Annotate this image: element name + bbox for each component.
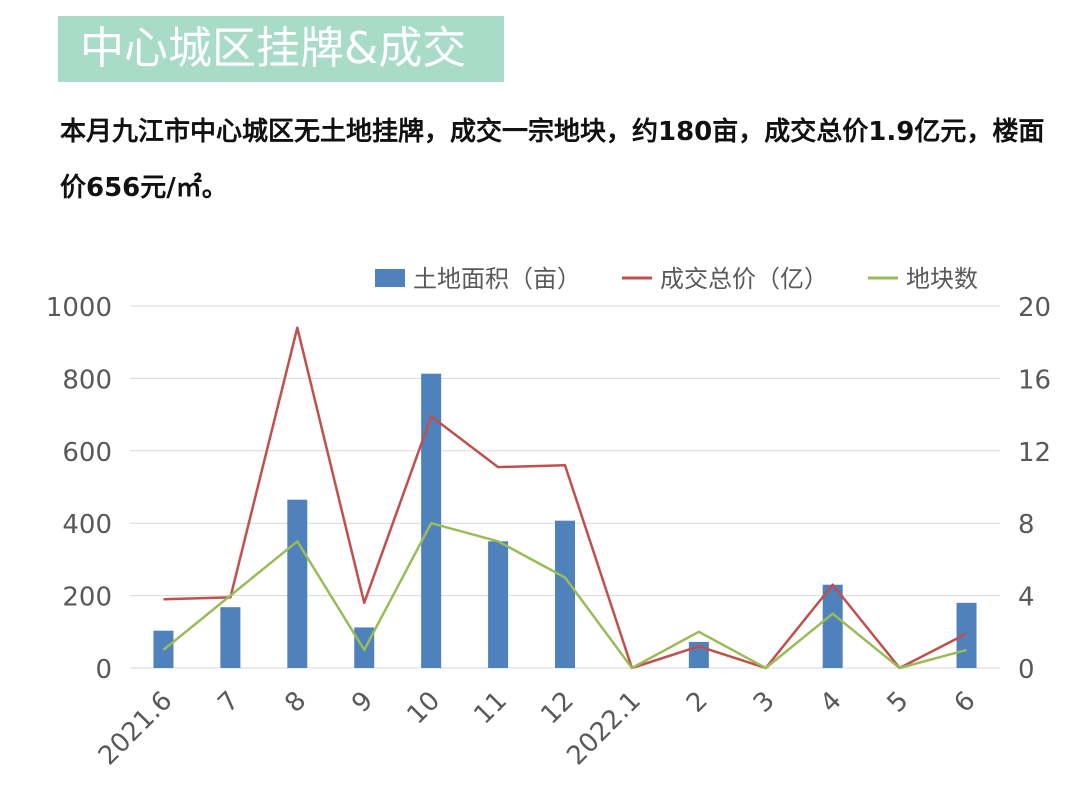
y-right-tick-label: 16 xyxy=(1018,365,1051,395)
y-left-tick-label: 600 xyxy=(62,438,112,468)
y-axis-left: 0 200 400 600 800 1000 xyxy=(46,293,112,685)
legend-label: 土地面积（亩） xyxy=(413,265,581,293)
x-tick-label: 3 xyxy=(748,686,781,719)
bar-land-area xyxy=(555,520,575,668)
legend-label: 成交总价（亿） xyxy=(660,265,828,293)
y-right-tick-label: 12 xyxy=(1018,438,1051,468)
bar-land-area xyxy=(822,584,843,668)
legend-label: 地块数 xyxy=(906,265,978,293)
title-banner: 中心城区挂牌&成交 xyxy=(58,16,504,82)
y-left-tick-label: 0 xyxy=(95,655,112,685)
x-tick-label: 6 xyxy=(949,686,982,719)
x-tick-label: 2 xyxy=(681,686,714,719)
y-right-tick-label: 8 xyxy=(1018,510,1035,540)
bar-land-area xyxy=(287,499,308,668)
line-series xyxy=(162,326,968,670)
x-tick-label: 2022.1 xyxy=(561,686,647,772)
bar-series xyxy=(153,373,977,668)
bar-land-area xyxy=(956,602,977,668)
x-tick-label: 11 xyxy=(468,686,513,731)
page-title: 中心城区挂牌&成交 xyxy=(80,23,467,74)
summary-text: 本月九江市中心城区无土地挂牌，成交一宗地块，约180亩，成交总价1.9亿元，楼面… xyxy=(60,117,1045,203)
line-parcel-count xyxy=(162,521,967,670)
x-tick-label: 9 xyxy=(346,686,379,719)
bar-land-area xyxy=(421,373,442,668)
x-tick-label: 5 xyxy=(882,686,915,719)
bar-land-area xyxy=(220,607,241,668)
x-tick-label: 8 xyxy=(279,686,312,719)
y-right-tick-label: 0 xyxy=(1018,655,1035,685)
y-left-tick-label: 800 xyxy=(62,365,112,395)
y-left-tick-label: 400 xyxy=(62,510,112,540)
y-right-tick-label: 20 xyxy=(1018,293,1051,323)
legend-swatch-bar xyxy=(375,269,405,287)
x-tick-label: 7 xyxy=(212,686,245,719)
line-total-price xyxy=(163,326,968,670)
x-tick-label: 2021.6 xyxy=(93,686,179,772)
y-axis-right: 0 4 8 12 16 20 xyxy=(1018,293,1051,685)
y-left-tick-label: 1000 xyxy=(46,293,112,323)
combo-chart: 0 200 400 600 800 1000 0 4 8 12 16 20 2021.6 7 8 9 10 1… xyxy=(46,265,1051,772)
legend: 土地面积（亩） 成交总价（亿） 地块数 xyxy=(375,265,978,293)
y-right-tick-label: 4 xyxy=(1018,583,1035,613)
bar-land-area xyxy=(488,541,509,668)
y-left-tick-label: 200 xyxy=(62,583,112,613)
x-tick-label: 12 xyxy=(535,686,580,731)
x-tick-label: 10 xyxy=(401,686,446,731)
x-tick-label: 4 xyxy=(815,686,848,719)
